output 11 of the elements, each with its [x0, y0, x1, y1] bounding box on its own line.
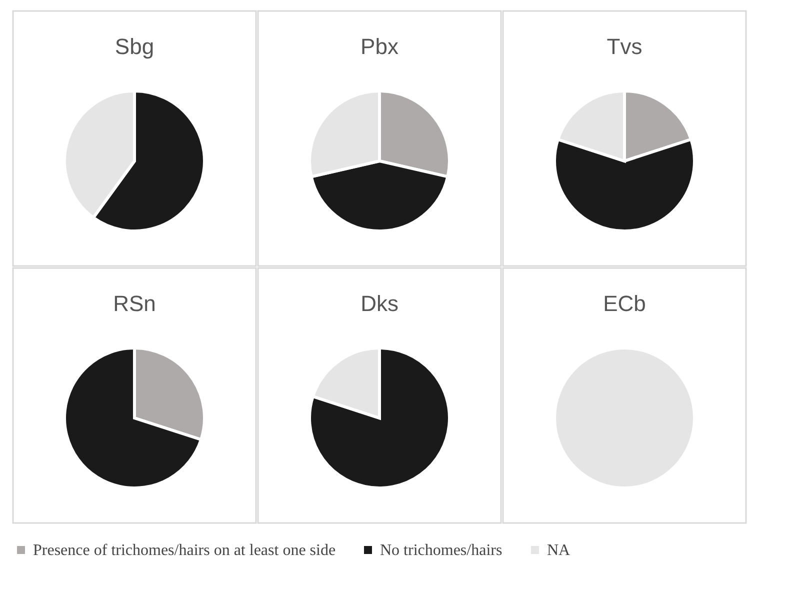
legend-label: Presence of trichomes/hairs on at least one side	[33, 542, 336, 559]
chart-title: Pbx	[360, 34, 398, 59]
chart-title: RSn	[113, 291, 156, 316]
chart-title: Sbg	[114, 34, 154, 59]
legend-label: NA	[547, 542, 571, 559]
legend-label: No trichomes/hairs	[380, 542, 502, 559]
pie-slice	[308, 346, 451, 490]
chart-title: ECb	[603, 291, 646, 316]
chart-title: Dks	[360, 291, 398, 316]
chart-title: Tvs	[606, 34, 642, 59]
pie-slice	[63, 346, 203, 490]
